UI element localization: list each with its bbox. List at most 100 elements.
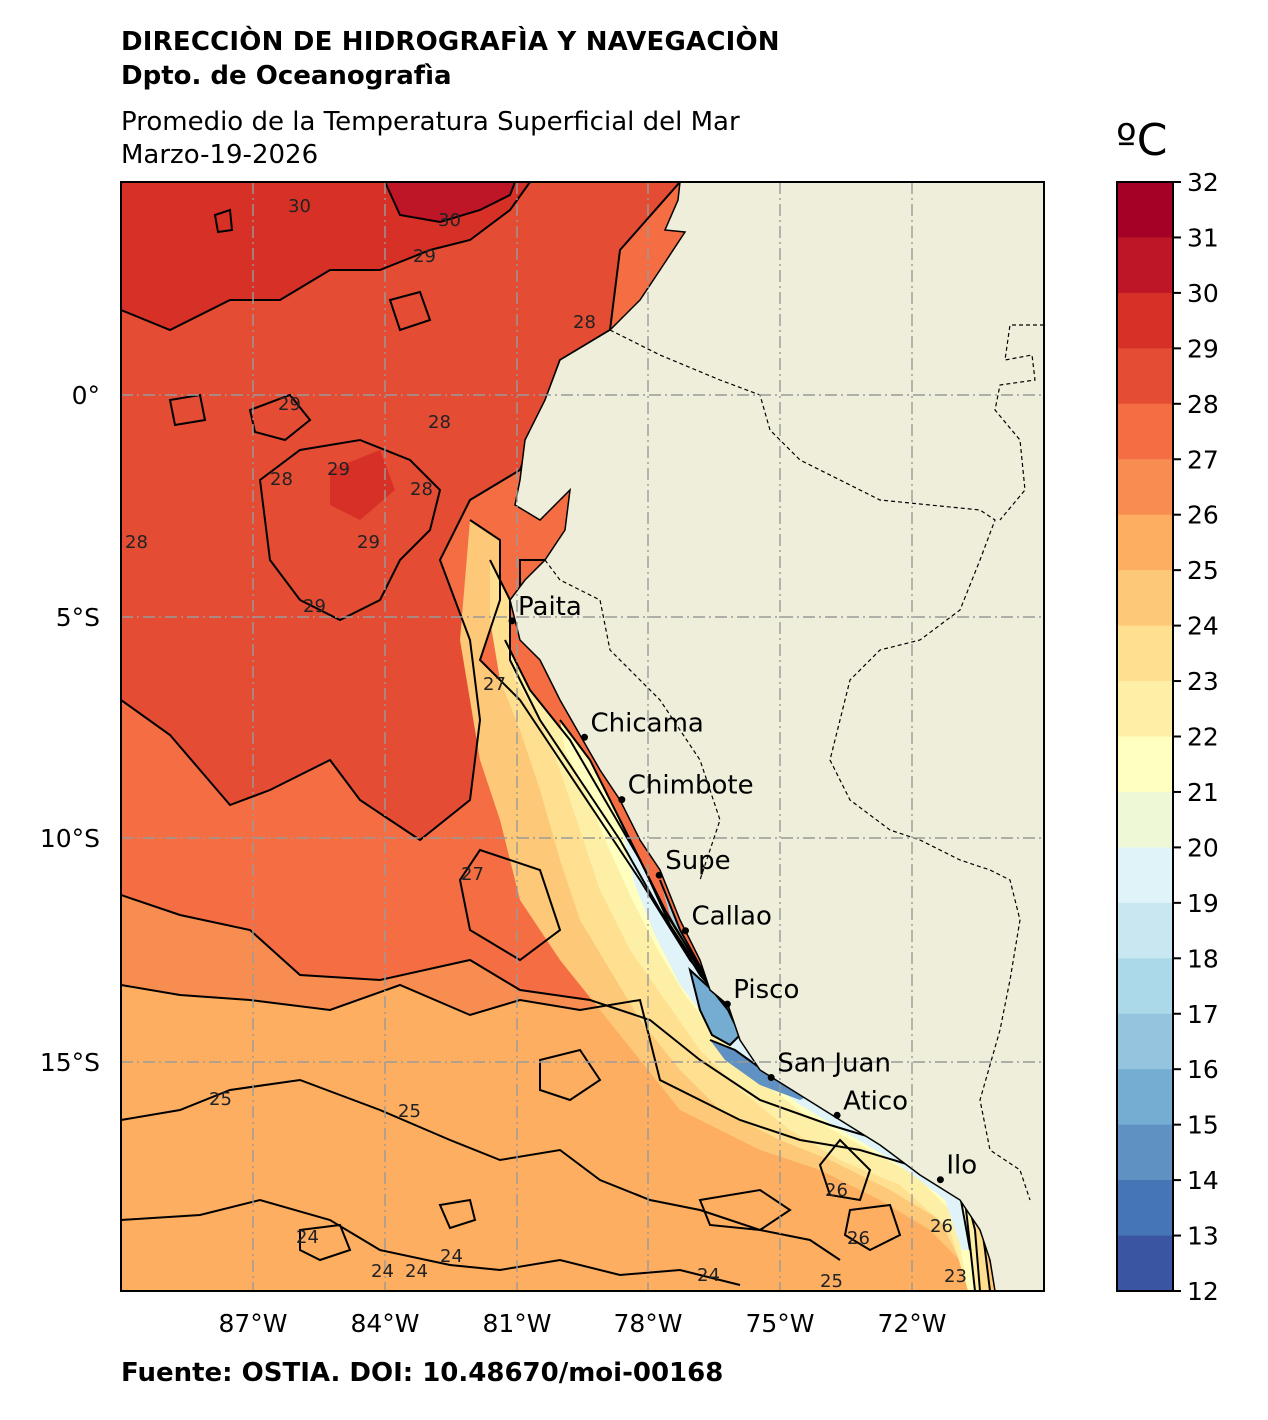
city-marker	[508, 617, 516, 625]
lat-tick-label: 5°S	[56, 603, 100, 632]
contour-label: 29	[357, 532, 380, 553]
graticule	[121, 182, 1044, 1291]
colorbar-tick-label: 22	[1187, 723, 1219, 752]
colorbar-band	[1117, 847, 1173, 904]
lat-tick-label: 0°	[72, 381, 100, 410]
contour-label: 27	[483, 674, 506, 695]
colorbar-band	[1117, 459, 1173, 516]
sst-band-31	[385, 182, 515, 222]
department-title: Dpto. de Oceanografìa	[121, 61, 452, 91]
contour-label: 27	[461, 864, 484, 885]
contour-label: 28	[125, 532, 148, 553]
contour-label: 29	[413, 246, 436, 267]
lon-tick-label: 84°W	[350, 1309, 419, 1338]
colorbar-tick-label: 17	[1187, 1000, 1219, 1029]
city-marker	[655, 871, 663, 879]
city-label: Chicama	[591, 708, 704, 738]
contour-label: 25	[209, 1089, 232, 1110]
lon-tick-label: 81°W	[482, 1309, 551, 1338]
colorbar-band	[1117, 1013, 1173, 1070]
contour-labels: 30 30 29 28 28 29 29 28 28 28 29 29 27 2…	[125, 196, 967, 1292]
map-area: 30 30 29 28 28 29 29 28 28 28 29 29 27 2…	[121, 182, 1044, 1292]
city-marker	[936, 1176, 944, 1184]
contour-label: 29	[303, 596, 326, 617]
colorbar-band	[1117, 736, 1173, 793]
colorbar-tick-label: 28	[1187, 390, 1219, 419]
colorbar-tick-label: 15	[1187, 1111, 1219, 1140]
colorbar-tick-label: 21	[1187, 778, 1219, 807]
city-marker	[767, 1074, 775, 1081]
colorbar-band	[1117, 1235, 1173, 1292]
colorbar-tick-label: 25	[1187, 556, 1219, 585]
colorbar-tick-label: 31	[1187, 223, 1219, 252]
contour-label: 24	[405, 1261, 428, 1282]
colorbar-band	[1117, 902, 1173, 959]
colorbar-band	[1117, 625, 1173, 682]
colorbar-tick-label: 18	[1187, 944, 1219, 973]
lon-tick-label: 75°W	[745, 1309, 814, 1338]
colorbar-tick-label: 14	[1187, 1166, 1219, 1195]
colorbar-band	[1117, 958, 1173, 1015]
contour-label: 28	[270, 469, 293, 490]
city-marker	[682, 927, 689, 935]
colorbar-tick-label: 12	[1187, 1277, 1219, 1306]
colorbar-band	[1117, 1124, 1173, 1181]
contour-label: 29	[327, 459, 350, 480]
colorbar: 32 31 30 29 28 27 26 25 24 23 22 21 20 19 18 17 16 15 14 13…	[1116, 168, 1219, 1306]
colorbar-band	[1117, 348, 1173, 405]
contour-label: 24	[697, 1265, 720, 1286]
city-label: Pisco	[733, 975, 799, 1005]
sst-blob-29-b	[330, 450, 395, 520]
colorbar-tick-label: 20	[1187, 833, 1219, 862]
contour-label: 26	[930, 1216, 953, 1237]
contour-label: 24	[371, 1261, 394, 1282]
colorbar-band	[1117, 570, 1173, 627]
city-marker	[723, 1000, 731, 1008]
institution-title: DIRECCIÒN DE HIDROGRAFÌA Y NAVEGACIÒN	[121, 27, 780, 57]
colorbar-band	[1117, 292, 1173, 349]
colorbar-band	[1117, 237, 1173, 294]
contour-label: 29	[278, 394, 301, 415]
city-label: Callao	[692, 902, 772, 932]
colorbar-tick-label: 13	[1187, 1222, 1219, 1251]
map-date: Marzo-19-2026	[121, 140, 319, 170]
colorbar-band	[1117, 182, 1173, 239]
sst-band-22	[560, 720, 975, 1291]
contour-label: 30	[288, 196, 311, 217]
colorbar-tick-label: 27	[1187, 445, 1219, 474]
colorbar-band	[1117, 791, 1173, 848]
city-label: Supe	[665, 846, 730, 876]
sst-blob-29-a	[260, 440, 440, 620]
lat-tick-label: 10°S	[40, 824, 100, 853]
contour-label: 26	[825, 1180, 848, 1201]
colorbar-tick-label: 30	[1187, 279, 1219, 308]
contour-label: 26	[847, 1228, 870, 1249]
contour-label: 25	[820, 1271, 843, 1292]
land-borders	[544, 324, 1044, 1201]
lon-tick-label: 78°W	[613, 1309, 682, 1338]
contour-label: 25	[398, 1101, 421, 1122]
colorbar-band	[1117, 681, 1173, 738]
city-label: Paita	[518, 592, 582, 622]
city-markers: Paita Chicama Chimbote Supe Callao Pisco San J…	[508, 592, 977, 1184]
colorbar-tick-label: 24	[1187, 612, 1219, 641]
lat-axis: 0° 5°S 10°S 15°S	[40, 381, 100, 1077]
map-title: Promedio de la Temperatura Superficial d…	[121, 107, 740, 137]
city-label: Chimbote	[628, 771, 754, 801]
colorbar-tick-label: 16	[1187, 1055, 1219, 1084]
contour-label: 24	[296, 1227, 319, 1248]
colorbar-tick-label: 26	[1187, 501, 1219, 530]
contour-label: 23	[944, 1266, 967, 1287]
colorbar-band	[1117, 403, 1173, 460]
map-frame	[120, 181, 1045, 1292]
colorbar-band	[1117, 1180, 1173, 1237]
city-label: Atico	[843, 1086, 908, 1116]
lon-tick-label: 87°W	[218, 1309, 287, 1338]
city-marker	[581, 733, 588, 741]
colorbar-tick-label: 29	[1187, 334, 1219, 363]
city-marker	[833, 1111, 841, 1119]
land-mass	[509, 182, 1044, 1291]
contour-label: 30	[438, 210, 461, 231]
lon-axis: 87°W 84°W 81°W 78°W 75°W 72°W	[218, 1309, 946, 1338]
